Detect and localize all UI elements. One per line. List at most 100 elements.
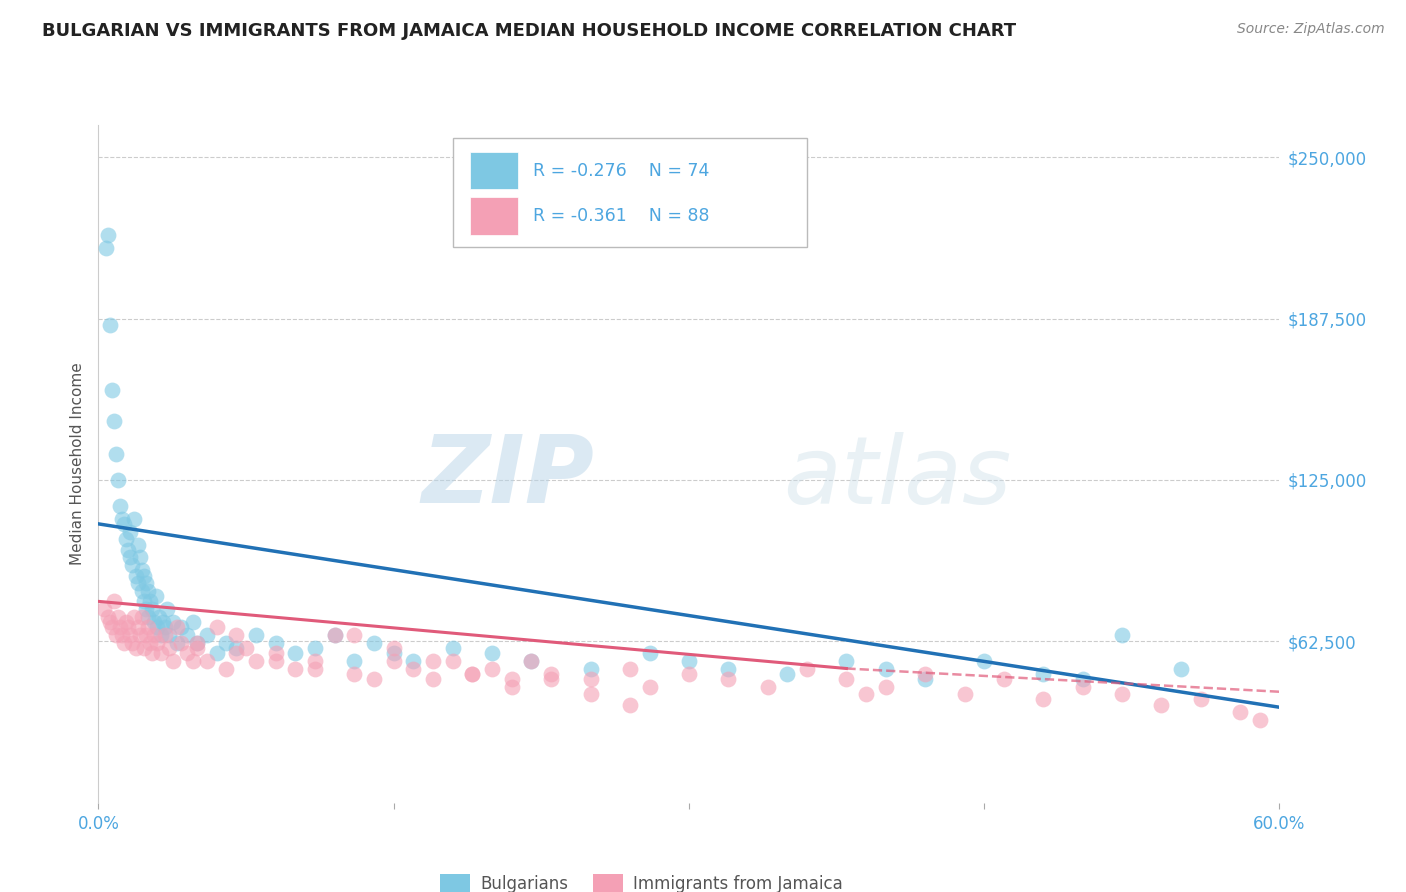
Point	[115, 615, 138, 629]
Point	[1032, 666, 1054, 681]
Point	[225, 640, 247, 655]
Point	[127, 620, 149, 634]
Point	[131, 610, 153, 624]
Point	[205, 646, 228, 660]
Point	[145, 589, 167, 603]
Point	[155, 628, 177, 642]
Point	[284, 661, 307, 675]
Point	[638, 646, 661, 660]
Point	[96, 241, 118, 255]
Point	[264, 646, 287, 660]
Point	[170, 635, 193, 649]
Point	[97, 227, 120, 242]
Bar	[471, 152, 517, 189]
Point	[142, 615, 165, 629]
Point	[125, 568, 148, 582]
Point	[382, 654, 405, 668]
Point	[461, 666, 484, 681]
Point	[205, 620, 228, 634]
Point	[225, 628, 247, 642]
Point	[105, 628, 128, 642]
Text: BULGARIAN VS IMMIGRANTS FROM JAMAICA MEDIAN HOUSEHOLD INCOME CORRELATION CHART: BULGARIAN VS IMMIGRANTS FROM JAMAICA MED…	[42, 22, 1017, 40]
Point	[157, 628, 180, 642]
Point	[121, 635, 143, 649]
Point	[186, 640, 208, 655]
Point	[103, 414, 125, 428]
Point	[118, 524, 141, 539]
Point	[142, 628, 165, 642]
Point	[107, 473, 129, 487]
Point	[108, 499, 131, 513]
Y-axis label: Median Household Income: Median Household Income	[69, 362, 84, 566]
Point	[150, 628, 173, 642]
Point	[156, 602, 179, 616]
Point	[1032, 692, 1054, 706]
Point	[176, 646, 198, 660]
Text: R = -0.276    N = 74: R = -0.276 N = 74	[533, 162, 710, 180]
Point	[132, 568, 155, 582]
Point	[579, 661, 602, 675]
Point	[619, 661, 641, 675]
Point	[323, 628, 346, 642]
Point	[520, 654, 543, 668]
Point	[215, 635, 238, 649]
Point	[138, 635, 160, 649]
Point	[875, 680, 897, 694]
Point	[186, 635, 208, 649]
Point	[343, 628, 366, 642]
Point	[363, 672, 385, 686]
Point	[520, 654, 543, 668]
Point	[441, 654, 464, 668]
Point	[101, 383, 124, 397]
Point	[756, 680, 779, 694]
Point	[101, 620, 124, 634]
Point	[1071, 680, 1094, 694]
Point	[141, 646, 163, 660]
Point	[125, 640, 148, 655]
Legend: Bulgarians, Immigrants from Jamaica: Bulgarians, Immigrants from Jamaica	[436, 869, 848, 892]
Point	[112, 635, 135, 649]
Point	[152, 615, 174, 629]
Point	[195, 654, 218, 668]
Point	[914, 672, 936, 686]
Point	[343, 666, 366, 681]
Point	[304, 654, 326, 668]
Point	[162, 615, 184, 629]
Point	[112, 516, 135, 531]
Point	[579, 687, 602, 701]
FancyBboxPatch shape	[453, 138, 807, 247]
Point	[993, 672, 1015, 686]
Point	[579, 672, 602, 686]
Point	[105, 447, 128, 461]
Point	[501, 680, 523, 694]
Point	[402, 661, 425, 675]
Point	[501, 672, 523, 686]
Point	[150, 646, 173, 660]
Point	[136, 620, 159, 634]
Point	[181, 615, 204, 629]
Point	[914, 666, 936, 681]
Point	[128, 550, 150, 565]
Point	[422, 654, 444, 668]
Point	[170, 620, 193, 634]
Point	[107, 610, 129, 624]
Point	[157, 640, 180, 655]
Point	[245, 654, 267, 668]
Point	[1071, 672, 1094, 686]
Point	[481, 661, 503, 675]
Point	[215, 661, 238, 675]
Point	[776, 666, 799, 681]
Point	[135, 576, 157, 591]
Point	[115, 533, 138, 547]
Point	[855, 687, 877, 701]
Point	[953, 687, 976, 701]
Point	[136, 584, 159, 599]
Point	[122, 512, 145, 526]
Point	[638, 680, 661, 694]
Point	[141, 602, 163, 616]
Point	[225, 646, 247, 660]
Point	[148, 610, 170, 624]
Point	[1170, 661, 1192, 675]
Point	[540, 666, 562, 681]
Point	[422, 672, 444, 686]
